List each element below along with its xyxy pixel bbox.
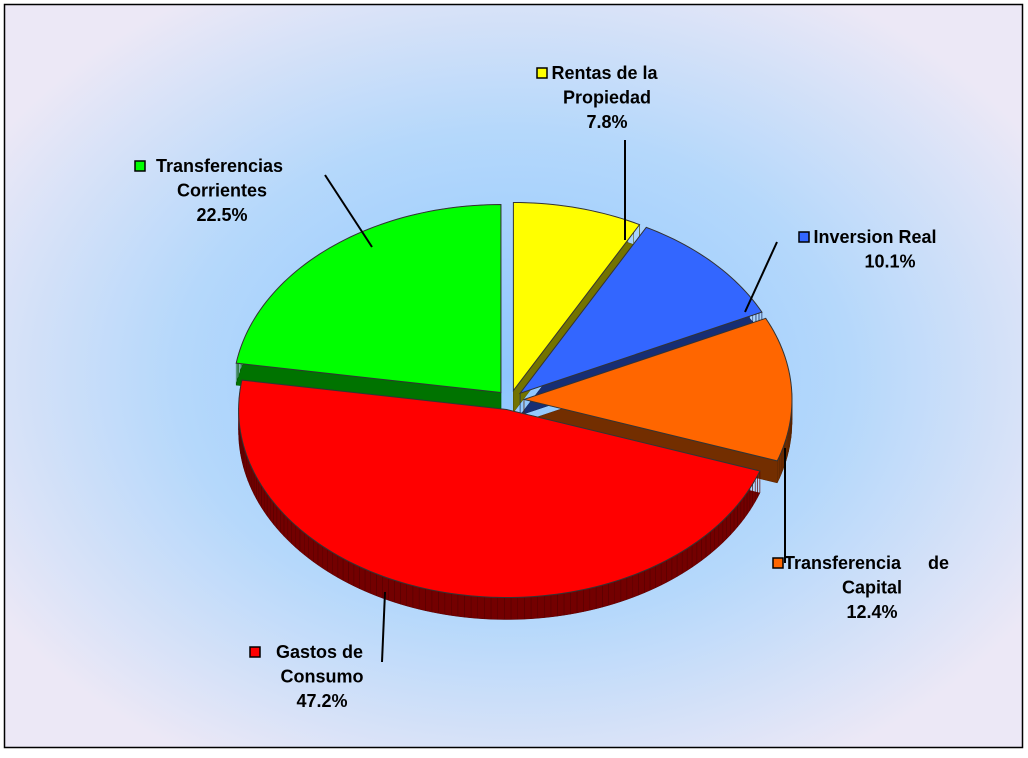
slice xyxy=(235,204,502,394)
slice xyxy=(238,379,761,599)
slice xyxy=(518,226,763,395)
label-key xyxy=(249,646,261,658)
leader-line xyxy=(744,241,778,313)
leader-line xyxy=(381,591,386,663)
slice-label: Gastos de Consumo xyxy=(276,642,368,687)
leader-line xyxy=(324,174,373,248)
label-key xyxy=(798,231,810,243)
slice xyxy=(512,201,641,392)
slice xyxy=(522,317,793,462)
slice-label: Transferencia de Capital xyxy=(784,553,976,598)
slice-label: Transferencias Corrientes xyxy=(156,156,288,201)
label-key xyxy=(772,557,784,569)
value-label: 47.2% xyxy=(296,691,347,711)
value-label: 22.5% xyxy=(196,205,247,225)
slice-label: Rentas de la Propiedad xyxy=(551,63,662,108)
slice-label: Inversion Real xyxy=(813,227,936,247)
label-key xyxy=(536,67,548,79)
value-label: 7.8% xyxy=(586,112,627,132)
label-key xyxy=(134,160,146,172)
value-label: 12.4% xyxy=(846,602,897,622)
value-label: 10.1% xyxy=(864,252,915,272)
